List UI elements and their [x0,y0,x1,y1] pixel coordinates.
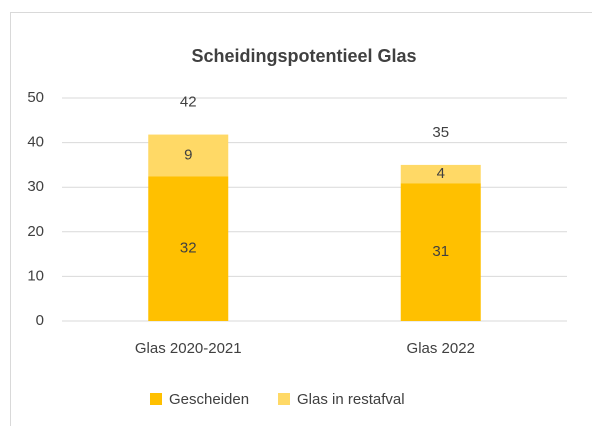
data-label: 32 [180,240,197,257]
y-tick-label: 0 [36,312,44,329]
x-tick-label: Glas 2020-2021 [135,340,242,357]
bar-segment [148,134,229,177]
y-tick-label: 50 [27,89,44,106]
chart-title: Scheidingspotentieel Glas [191,46,416,66]
legend-label: Glas in restafval [297,391,405,408]
total-label: 42 [180,94,197,111]
chart-frame [10,12,592,426]
data-label: 4 [437,165,445,182]
y-tick-label: 10 [27,267,44,284]
data-label: 9 [184,147,192,164]
legend-swatch [278,393,290,405]
bar-segment [400,164,481,184]
total-label: 35 [432,124,449,141]
legend-swatch [150,393,162,405]
x-tick-label: Glas 2022 [407,340,475,357]
data-label: 31 [432,243,449,260]
legend-label: Gescheiden [169,391,249,408]
y-tick-label: 20 [27,223,44,240]
y-tick-label: 30 [27,178,44,195]
bar-segment [400,183,481,321]
y-tick-label: 40 [27,134,44,151]
bar-segment [148,176,229,321]
